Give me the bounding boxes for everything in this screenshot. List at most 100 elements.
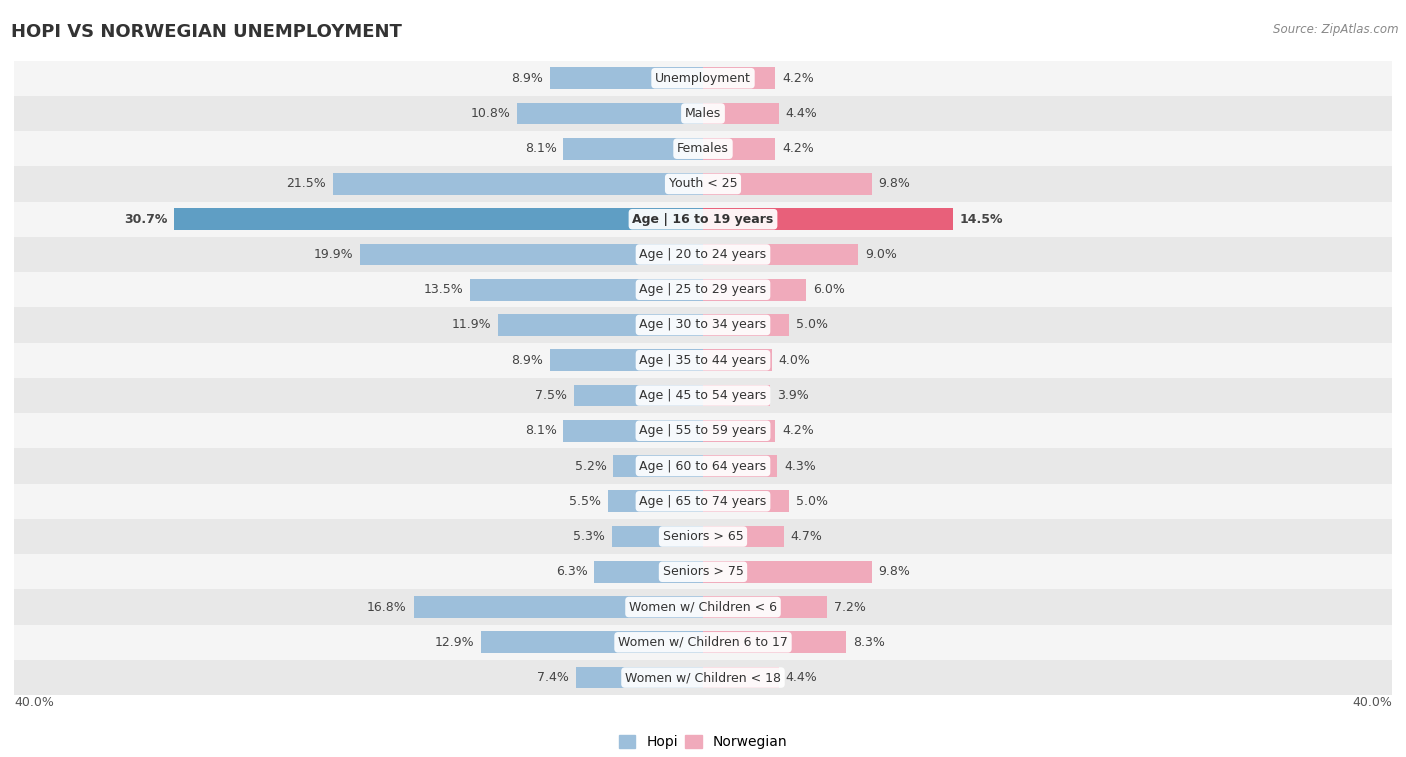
Text: 12.9%: 12.9% bbox=[434, 636, 474, 649]
Bar bbox=[14, 237, 1392, 272]
Bar bbox=[517, 102, 703, 124]
Text: Age | 20 to 24 years: Age | 20 to 24 years bbox=[640, 248, 766, 261]
Bar bbox=[703, 561, 872, 583]
Text: Women w/ Children 6 to 17: Women w/ Children 6 to 17 bbox=[619, 636, 787, 649]
Bar bbox=[14, 448, 1392, 484]
Text: 8.1%: 8.1% bbox=[524, 424, 557, 438]
Bar bbox=[174, 208, 703, 230]
Text: 7.2%: 7.2% bbox=[834, 600, 866, 614]
Bar bbox=[14, 519, 1392, 554]
Text: Age | 65 to 74 years: Age | 65 to 74 years bbox=[640, 495, 766, 508]
Bar bbox=[703, 173, 872, 195]
Text: 7.4%: 7.4% bbox=[537, 671, 568, 684]
Text: 8.3%: 8.3% bbox=[853, 636, 884, 649]
Text: 8.9%: 8.9% bbox=[510, 354, 543, 366]
Text: Age | 35 to 44 years: Age | 35 to 44 years bbox=[640, 354, 766, 366]
Text: 10.8%: 10.8% bbox=[470, 107, 510, 120]
Text: 4.2%: 4.2% bbox=[782, 142, 814, 155]
Bar bbox=[14, 343, 1392, 378]
Bar bbox=[612, 525, 703, 547]
Text: HOPI VS NORWEGIAN UNEMPLOYMENT: HOPI VS NORWEGIAN UNEMPLOYMENT bbox=[11, 23, 402, 41]
Bar bbox=[481, 631, 703, 653]
Bar bbox=[703, 102, 779, 124]
Text: 40.0%: 40.0% bbox=[1353, 696, 1392, 709]
Bar bbox=[703, 385, 770, 407]
Bar bbox=[14, 96, 1392, 131]
Bar bbox=[14, 625, 1392, 660]
Text: Age | 25 to 29 years: Age | 25 to 29 years bbox=[640, 283, 766, 296]
Text: Age | 45 to 54 years: Age | 45 to 54 years bbox=[640, 389, 766, 402]
Text: 7.5%: 7.5% bbox=[534, 389, 567, 402]
Bar bbox=[703, 138, 775, 160]
Text: Youth < 25: Youth < 25 bbox=[669, 177, 737, 191]
Text: 5.5%: 5.5% bbox=[569, 495, 602, 508]
Bar bbox=[703, 279, 807, 301]
Text: 21.5%: 21.5% bbox=[285, 177, 326, 191]
Text: Age | 55 to 59 years: Age | 55 to 59 years bbox=[640, 424, 766, 438]
Bar bbox=[14, 167, 1392, 201]
Text: 4.0%: 4.0% bbox=[779, 354, 811, 366]
Bar bbox=[413, 596, 703, 618]
Text: Women w/ Children < 18: Women w/ Children < 18 bbox=[626, 671, 780, 684]
Bar bbox=[575, 667, 703, 689]
Text: Seniors > 75: Seniors > 75 bbox=[662, 565, 744, 578]
Bar bbox=[14, 272, 1392, 307]
Bar bbox=[14, 307, 1392, 343]
Text: 16.8%: 16.8% bbox=[367, 600, 406, 614]
Text: 19.9%: 19.9% bbox=[314, 248, 353, 261]
Bar bbox=[613, 455, 703, 477]
Text: 5.2%: 5.2% bbox=[575, 459, 606, 472]
Bar bbox=[564, 420, 703, 441]
Text: 9.8%: 9.8% bbox=[879, 565, 911, 578]
Text: 4.7%: 4.7% bbox=[790, 530, 823, 543]
Bar bbox=[14, 554, 1392, 590]
Bar bbox=[703, 244, 858, 266]
Bar bbox=[14, 484, 1392, 519]
Bar bbox=[595, 561, 703, 583]
Text: 6.3%: 6.3% bbox=[555, 565, 588, 578]
Text: 30.7%: 30.7% bbox=[124, 213, 167, 226]
Bar bbox=[14, 660, 1392, 695]
Bar bbox=[703, 349, 772, 371]
Text: 5.3%: 5.3% bbox=[574, 530, 605, 543]
Text: 9.0%: 9.0% bbox=[865, 248, 897, 261]
Text: 4.2%: 4.2% bbox=[782, 72, 814, 85]
Text: 3.9%: 3.9% bbox=[778, 389, 808, 402]
Text: 13.5%: 13.5% bbox=[423, 283, 464, 296]
Bar bbox=[703, 314, 789, 336]
Text: Unemployment: Unemployment bbox=[655, 72, 751, 85]
Text: Women w/ Children < 6: Women w/ Children < 6 bbox=[628, 600, 778, 614]
Bar bbox=[703, 491, 789, 512]
Bar bbox=[574, 385, 703, 407]
Text: Females: Females bbox=[678, 142, 728, 155]
Bar bbox=[14, 590, 1392, 625]
Bar bbox=[14, 378, 1392, 413]
Text: 4.4%: 4.4% bbox=[786, 671, 817, 684]
Text: Age | 16 to 19 years: Age | 16 to 19 years bbox=[633, 213, 773, 226]
Bar bbox=[703, 67, 775, 89]
Bar bbox=[471, 279, 703, 301]
Bar bbox=[703, 631, 846, 653]
Text: 9.8%: 9.8% bbox=[879, 177, 911, 191]
Text: 8.1%: 8.1% bbox=[524, 142, 557, 155]
Bar bbox=[14, 413, 1392, 448]
Text: Seniors > 65: Seniors > 65 bbox=[662, 530, 744, 543]
Bar bbox=[703, 455, 778, 477]
Bar bbox=[550, 67, 703, 89]
Text: Age | 30 to 34 years: Age | 30 to 34 years bbox=[640, 319, 766, 332]
Text: Source: ZipAtlas.com: Source: ZipAtlas.com bbox=[1274, 23, 1399, 36]
Text: 4.3%: 4.3% bbox=[785, 459, 815, 472]
Text: 5.0%: 5.0% bbox=[796, 495, 828, 508]
Text: Males: Males bbox=[685, 107, 721, 120]
Text: 5.0%: 5.0% bbox=[796, 319, 828, 332]
Bar bbox=[609, 491, 703, 512]
Bar bbox=[14, 131, 1392, 167]
Text: 14.5%: 14.5% bbox=[960, 213, 1002, 226]
Bar bbox=[498, 314, 703, 336]
Text: 4.4%: 4.4% bbox=[786, 107, 817, 120]
Bar bbox=[333, 173, 703, 195]
Text: 6.0%: 6.0% bbox=[813, 283, 845, 296]
Bar bbox=[703, 208, 953, 230]
Bar bbox=[703, 667, 779, 689]
Bar bbox=[703, 596, 827, 618]
